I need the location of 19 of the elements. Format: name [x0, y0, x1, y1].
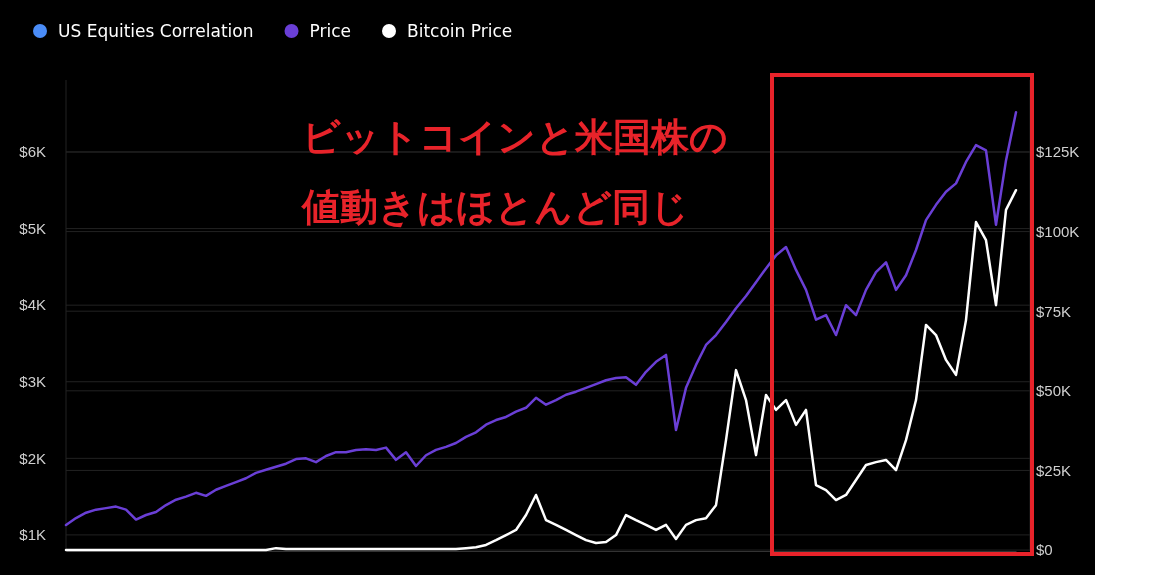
y-tick-label: $5K [19, 219, 46, 237]
y2-tick-label: $0 [1036, 541, 1053, 559]
legend-label: Bitcoin Price [407, 21, 513, 41]
y2-tick-label: $25K [1036, 461, 1072, 479]
y-tick-label: $2K [19, 449, 46, 467]
y-tick-label: $4K [19, 296, 46, 314]
y2-tick-label: $100K [1036, 222, 1080, 240]
legend-label: US Equities Correlation [58, 21, 254, 41]
legend-label: Price [309, 21, 352, 41]
y-tick-label: $6K [19, 143, 46, 161]
annotation: 値動きはほとんど同じ [300, 185, 689, 229]
annotation: ビットコインと米国株の [302, 115, 728, 159]
y2-tick-label: $50K [1036, 382, 1072, 400]
line-series [64, 110, 1018, 527]
line-series [64, 188, 1018, 552]
y-tick-label: $3K [19, 373, 46, 391]
y2-tick-label: $125K [1036, 143, 1080, 161]
y-tick-label: $1K [19, 526, 46, 544]
y2-tick-label: $75K [1036, 302, 1072, 320]
